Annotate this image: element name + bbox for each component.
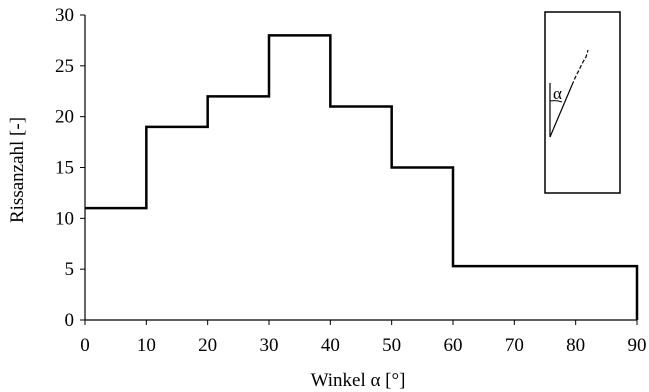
x-tick-label: 60 <box>444 335 463 356</box>
y-tick-label: 10 <box>55 208 74 229</box>
inset-sketch: α <box>544 11 621 194</box>
y-tick-label: 5 <box>65 259 75 280</box>
x-tick-label: 80 <box>566 335 585 356</box>
y-ticks: 0 5 10 15 20 25 30 <box>55 5 85 331</box>
inset-frame <box>544 11 621 194</box>
x-tick-label: 0 <box>80 335 90 356</box>
x-tick-label: 10 <box>137 335 156 356</box>
inset-alpha-label: α <box>553 84 562 103</box>
inset-crack-continuation <box>571 49 589 86</box>
step-series-line <box>85 34 639 320</box>
y-axis-label: Rissanzahl [-] <box>7 117 28 223</box>
y-tick-label: 0 <box>65 310 75 331</box>
inset-angle-arc <box>549 100 563 103</box>
inset-crack-line <box>549 84 573 138</box>
x-tick-label: 40 <box>321 335 340 356</box>
x-tick-label: 70 <box>505 335 524 356</box>
y-tick-label: 15 <box>55 158 74 179</box>
x-tick-label: 20 <box>198 335 217 356</box>
x-axis-label: Winkel α [°] <box>311 370 406 391</box>
x-tick-label: 90 <box>628 335 647 356</box>
axes <box>84 15 637 321</box>
y-tick-label: 25 <box>55 56 74 77</box>
series <box>85 34 639 320</box>
x-tick-label: 30 <box>260 335 279 356</box>
x-ticks: 0 10 20 30 40 50 60 70 80 90 <box>80 320 647 356</box>
y-tick-label: 20 <box>55 107 74 128</box>
y-tick-label: 30 <box>55 5 74 26</box>
x-tick-label: 50 <box>382 335 401 356</box>
